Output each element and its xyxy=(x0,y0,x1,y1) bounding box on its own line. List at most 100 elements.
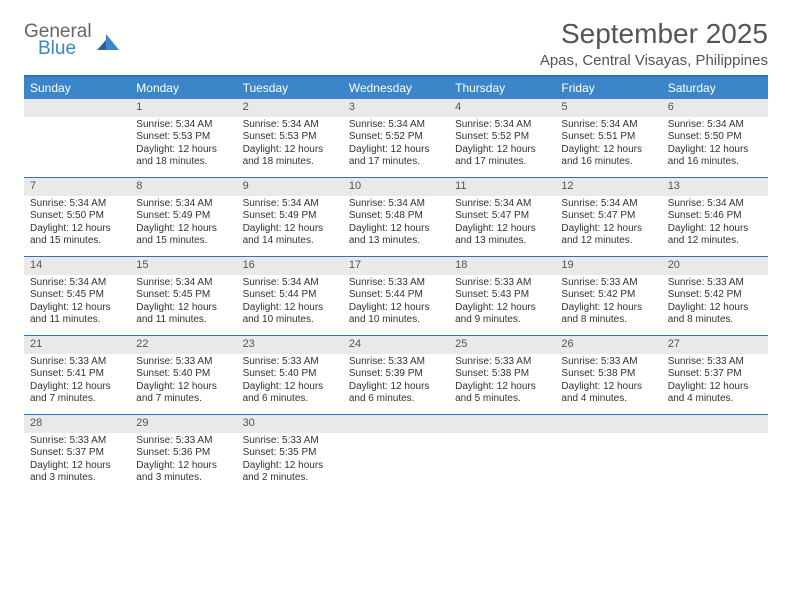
daylight-text: Daylight: 12 hours and 7 minutes. xyxy=(30,381,124,406)
day-number: 13 xyxy=(662,178,768,196)
day-body: Sunrise: 5:34 AMSunset: 5:48 PMDaylight:… xyxy=(343,196,449,252)
day-body: Sunrise: 5:33 AMSunset: 5:37 PMDaylight:… xyxy=(662,354,768,410)
day-body: Sunrise: 5:34 AMSunset: 5:49 PMDaylight:… xyxy=(130,196,236,252)
day-header-cell: Wednesday xyxy=(343,77,449,99)
title-block: September 2025 Apas, Central Visayas, Ph… xyxy=(540,18,768,69)
sunset-text: Sunset: 5:38 PM xyxy=(455,368,549,381)
day-number: 1 xyxy=(130,99,236,117)
day-cell: 17Sunrise: 5:33 AMSunset: 5:44 PMDayligh… xyxy=(343,257,449,335)
day-body: Sunrise: 5:34 AMSunset: 5:53 PMDaylight:… xyxy=(237,117,343,173)
day-number: 19 xyxy=(555,257,661,275)
sunrise-text: Sunrise: 5:34 AM xyxy=(668,119,762,132)
sunset-text: Sunset: 5:40 PM xyxy=(243,368,337,381)
day-body: Sunrise: 5:33 AMSunset: 5:39 PMDaylight:… xyxy=(343,354,449,410)
sunset-text: Sunset: 5:47 PM xyxy=(455,210,549,223)
sunrise-text: Sunrise: 5:34 AM xyxy=(136,277,230,290)
calendar-page: General Blue September 2025 Apas, Centra… xyxy=(0,0,792,511)
sunset-text: Sunset: 5:49 PM xyxy=(243,210,337,223)
sunset-text: Sunset: 5:53 PM xyxy=(136,131,230,144)
day-number: 14 xyxy=(24,257,130,275)
daylight-text: Daylight: 12 hours and 18 minutes. xyxy=(136,144,230,169)
day-number: 12 xyxy=(555,178,661,196)
day-cell: 15Sunrise: 5:34 AMSunset: 5:45 PMDayligh… xyxy=(130,257,236,335)
day-cell: 9Sunrise: 5:34 AMSunset: 5:49 PMDaylight… xyxy=(237,178,343,256)
sunset-text: Sunset: 5:53 PM xyxy=(243,131,337,144)
day-number: 27 xyxy=(662,336,768,354)
day-body: Sunrise: 5:34 AMSunset: 5:53 PMDaylight:… xyxy=(130,117,236,173)
daylight-text: Daylight: 12 hours and 11 minutes. xyxy=(30,302,124,327)
sunset-text: Sunset: 5:46 PM xyxy=(668,210,762,223)
sunset-text: Sunset: 5:52 PM xyxy=(455,131,549,144)
day-body: Sunrise: 5:34 AMSunset: 5:46 PMDaylight:… xyxy=(662,196,768,252)
sunset-text: Sunset: 5:49 PM xyxy=(136,210,230,223)
day-header-row: SundayMondayTuesdayWednesdayThursdayFrid… xyxy=(24,77,768,99)
day-body: Sunrise: 5:34 AMSunset: 5:49 PMDaylight:… xyxy=(237,196,343,252)
sunrise-text: Sunrise: 5:34 AM xyxy=(455,119,549,132)
day-body: Sunrise: 5:34 AMSunset: 5:51 PMDaylight:… xyxy=(555,117,661,173)
day-cell: 3 Sunrise: 5:34 AMSunset: 5:52 PMDaylight… xyxy=(343,99,449,177)
sunset-text: Sunset: 5:51 PM xyxy=(561,131,655,144)
day-number: 6 xyxy=(662,99,768,117)
sunrise-text: Sunrise: 5:34 AM xyxy=(30,277,124,290)
weeks-container: 1Sunrise: 5:34 AMSunset: 5:53 PMDaylight… xyxy=(24,99,768,493)
day-cell: 19Sunrise: 5:33 AMSunset: 5:42 PMDayligh… xyxy=(555,257,661,335)
sunrise-text: Sunrise: 5:33 AM xyxy=(30,435,124,448)
sunset-text: Sunset: 5:41 PM xyxy=(30,368,124,381)
daylight-text: Daylight: 12 hours and 3 minutes. xyxy=(30,460,124,485)
daylight-text: Daylight: 12 hours and 11 minutes. xyxy=(136,302,230,327)
day-number: 22 xyxy=(130,336,236,354)
day-cell: 29Sunrise: 5:33 AMSunset: 5:36 PMDayligh… xyxy=(130,415,236,493)
day-number: 4 xyxy=(449,99,555,117)
day-cell: 21Sunrise: 5:33 AMSunset: 5:41 PMDayligh… xyxy=(24,336,130,414)
day-body: Sunrise: 5:34 AMSunset: 5:47 PMDaylight:… xyxy=(555,196,661,252)
page-title: September 2025 xyxy=(540,18,768,50)
day-cell-empty xyxy=(555,415,661,493)
daylight-text: Daylight: 12 hours and 12 minutes. xyxy=(668,223,762,248)
sunrise-text: Sunrise: 5:34 AM xyxy=(668,198,762,211)
daylight-text: Daylight: 12 hours and 13 minutes. xyxy=(455,223,549,248)
day-header-cell: Tuesday xyxy=(237,77,343,99)
daylight-text: Daylight: 12 hours and 17 minutes. xyxy=(349,144,443,169)
day-body: Sunrise: 5:34 AMSunset: 5:45 PMDaylight:… xyxy=(24,275,130,331)
sunset-text: Sunset: 5:45 PM xyxy=(136,289,230,302)
sunrise-text: Sunrise: 5:34 AM xyxy=(243,198,337,211)
day-body: Sunrise: 5:33 AMSunset: 5:40 PMDaylight:… xyxy=(130,354,236,410)
sunrise-text: Sunrise: 5:34 AM xyxy=(561,198,655,211)
daylight-text: Daylight: 12 hours and 8 minutes. xyxy=(561,302,655,327)
day-number: 3 xyxy=(343,99,449,117)
daylight-text: Daylight: 12 hours and 13 minutes. xyxy=(349,223,443,248)
day-cell: 12Sunrise: 5:34 AMSunset: 5:47 PMDayligh… xyxy=(555,178,661,256)
sunset-text: Sunset: 5:52 PM xyxy=(349,131,443,144)
day-cell-empty xyxy=(662,415,768,493)
header: General Blue September 2025 Apas, Centra… xyxy=(24,18,768,69)
day-body: Sunrise: 5:34 AMSunset: 5:44 PMDaylight:… xyxy=(237,275,343,331)
day-number: 5 xyxy=(555,99,661,117)
day-cell: 8Sunrise: 5:34 AMSunset: 5:49 PMDaylight… xyxy=(130,178,236,256)
day-cell: 23Sunrise: 5:33 AMSunset: 5:40 PMDayligh… xyxy=(237,336,343,414)
sunset-text: Sunset: 5:50 PM xyxy=(30,210,124,223)
day-body: Sunrise: 5:34 AMSunset: 5:50 PMDaylight:… xyxy=(662,117,768,173)
day-header-cell: Friday xyxy=(555,77,661,99)
day-cell: 30Sunrise: 5:33 AMSunset: 5:35 PMDayligh… xyxy=(237,415,343,493)
day-number: 25 xyxy=(449,336,555,354)
sunset-text: Sunset: 5:36 PM xyxy=(136,447,230,460)
day-body: Sunrise: 5:34 AMSunset: 5:52 PMDaylight:… xyxy=(449,117,555,173)
sunrise-text: Sunrise: 5:33 AM xyxy=(243,435,337,448)
day-body: Sunrise: 5:33 AMSunset: 5:38 PMDaylight:… xyxy=(449,354,555,410)
day-body: Sunrise: 5:33 AMSunset: 5:35 PMDaylight:… xyxy=(237,433,343,489)
sunrise-text: Sunrise: 5:33 AM xyxy=(349,356,443,369)
daylight-text: Daylight: 12 hours and 9 minutes. xyxy=(455,302,549,327)
sunrise-text: Sunrise: 5:34 AM xyxy=(349,119,443,132)
day-cell: 25Sunrise: 5:33 AMSunset: 5:38 PMDayligh… xyxy=(449,336,555,414)
day-number-empty xyxy=(449,415,555,433)
week-row: 21 Sunrise: 5:33 AM Sunset: 5:41 PMDayligh… xyxy=(24,336,768,415)
day-number: 21 xyxy=(24,336,130,354)
sunset-text: Sunset: 5:40 PM xyxy=(136,368,230,381)
sunset-text: Sunset: 5:39 PM xyxy=(349,368,443,381)
sunrise-text: Sunrise: 5:34 AM xyxy=(349,198,443,211)
day-cell: 13Sunrise: 5:34 AMSunset: 5:46 PMDayligh… xyxy=(662,178,768,256)
day-number-empty xyxy=(662,415,768,433)
day-number: 28 xyxy=(24,415,130,433)
page-subtitle: Apas, Central Visayas, Philippines xyxy=(540,52,768,69)
day-body: Sunrise: 5:33 AMSunset: 5:42 PMDaylight:… xyxy=(662,275,768,331)
